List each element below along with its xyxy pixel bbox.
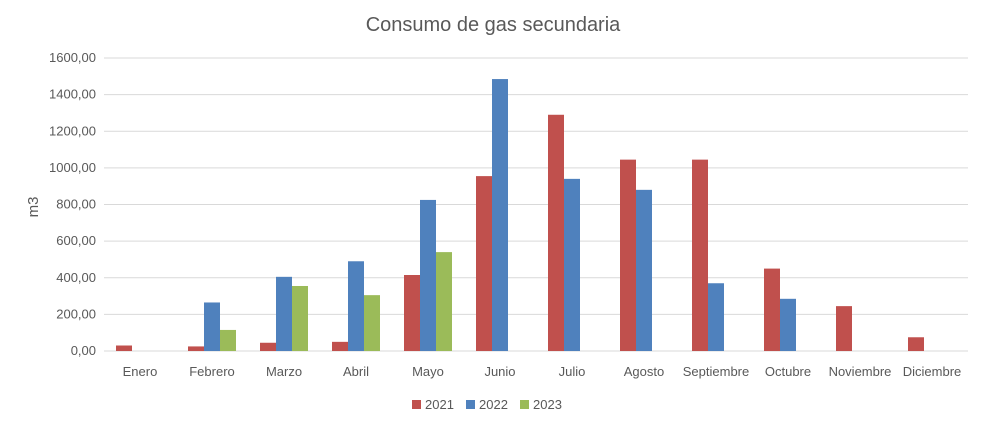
chart-title: Consumo de gas secundaria (366, 14, 621, 36)
y-tick-label: 200,00 (56, 306, 96, 321)
legend: 2021 2022 2023 (412, 397, 562, 412)
bar-2021-julio (548, 114, 564, 351)
bar-2021-febrero (188, 346, 204, 351)
x-tick-label: Mayo (412, 364, 444, 379)
y-axis-label: m3 (25, 197, 42, 218)
bar-2023-marzo (292, 285, 308, 351)
legend-label-2021: 2021 (425, 397, 454, 412)
x-tick-label: Enero (123, 364, 158, 379)
bar-2022-mayo (420, 199, 436, 351)
x-tick-label: Diciembre (903, 364, 962, 379)
bar-2021-abril (332, 341, 348, 351)
y-tick-label: 1000,00 (49, 160, 96, 175)
legend-swatch-2021 (412, 400, 421, 409)
x-tick-label: Marzo (266, 364, 302, 379)
x-tick-label: Octubre (765, 364, 811, 379)
bar-2022-marzo (276, 276, 292, 351)
y-tick-label: 800,00 (56, 197, 96, 212)
bar-2022-febrero (204, 302, 220, 351)
bars (116, 79, 924, 351)
y-tick-label: 1400,00 (49, 87, 96, 102)
bar-2022-octubre (780, 298, 796, 351)
x-tick-label: Abril (343, 364, 369, 379)
y-tick-label: 1200,00 (49, 123, 96, 138)
bar-2021-diciembre (908, 337, 924, 351)
legend-swatch-2023 (520, 400, 529, 409)
x-tick-label: Agosto (624, 364, 664, 379)
bar-2021-agosto (620, 159, 636, 351)
y-tick-label: 1600,00 (49, 50, 96, 65)
legend-label-2022: 2022 (479, 397, 508, 412)
y-tick-label: 600,00 (56, 233, 96, 248)
x-tick-label: Julio (559, 364, 586, 379)
bar-2022-abril (348, 261, 364, 351)
bar-2023-febrero (220, 329, 236, 351)
x-axis-ticks: Enero Febrero Marzo Abril Mayo Junio Julio Agos… (123, 364, 962, 379)
bar-2022-junio (492, 79, 508, 351)
bar-2023-abril (364, 295, 380, 351)
y-axis-ticks: 0,00 200,00 400,00 600,00 800,00 1000,00 1200,… (49, 50, 96, 358)
bar-2021-noviembre (836, 306, 852, 351)
bar-2021-octubre (764, 268, 780, 351)
legend-label-2023: 2023 (533, 397, 562, 412)
bar-2022-agosto (636, 189, 652, 351)
bar-2021-enero (116, 345, 132, 351)
bar-2022-septiembre (708, 283, 724, 351)
bar-2021-mayo (404, 275, 420, 351)
x-tick-label: Septiembre (683, 364, 749, 379)
y-tick-label: 400,00 (56, 270, 96, 285)
x-tick-label: Febrero (189, 364, 235, 379)
bar-2021-marzo (260, 342, 276, 351)
x-tick-label: Junio (484, 364, 515, 379)
bar-2022-julio (564, 178, 580, 351)
x-tick-label: Noviembre (829, 364, 892, 379)
gridlines (104, 57, 968, 352)
legend-swatch-2022 (466, 400, 475, 409)
bar-2023-mayo (436, 252, 452, 351)
bar-2021-septiembre (692, 159, 708, 351)
y-tick-label: 0,00 (71, 343, 96, 358)
bar-2021-junio (476, 176, 492, 351)
